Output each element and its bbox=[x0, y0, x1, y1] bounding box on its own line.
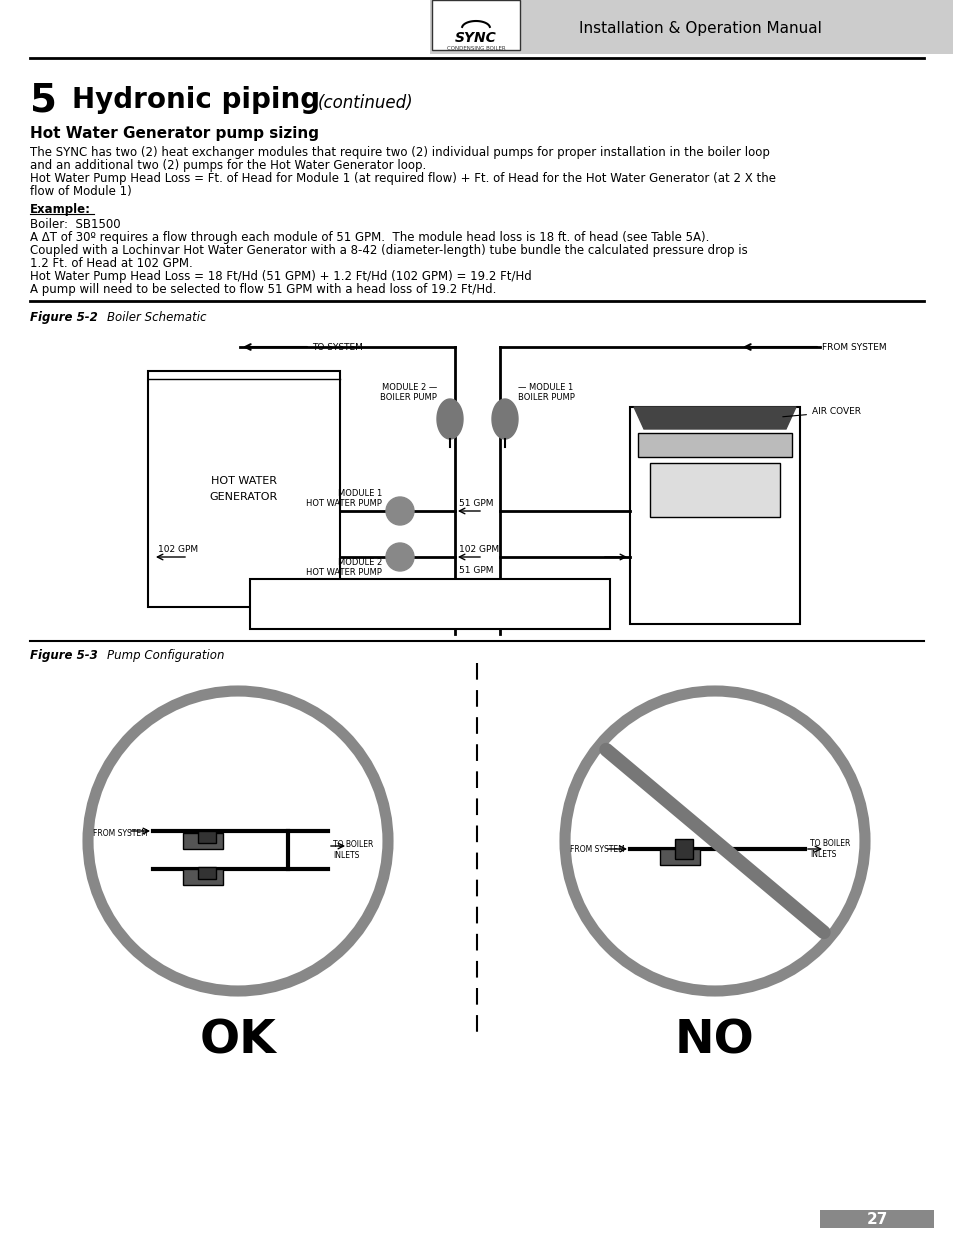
Circle shape bbox=[88, 692, 388, 990]
Text: — MODULE 1
BOILER PUMP: — MODULE 1 BOILER PUMP bbox=[517, 383, 575, 403]
Text: OK: OK bbox=[199, 1019, 276, 1065]
Text: Hot Water Pump Head Loss = Ft. of Head for Module 1 (at required flow) + Ft. of : Hot Water Pump Head Loss = Ft. of Head f… bbox=[30, 172, 775, 185]
Text: Figure 5-3: Figure 5-3 bbox=[30, 650, 97, 662]
Bar bbox=[183, 832, 223, 848]
Bar bbox=[659, 848, 700, 864]
Bar bbox=[629, 408, 800, 624]
Text: 5: 5 bbox=[30, 82, 57, 119]
Text: FROM SYSTEM: FROM SYSTEM bbox=[821, 342, 885, 352]
Polygon shape bbox=[436, 399, 462, 438]
Text: Installation & Operation Manual: Installation & Operation Manual bbox=[578, 21, 821, 36]
Text: MODULE 1
HOT WATER PUMP: MODULE 1 HOT WATER PUMP bbox=[306, 489, 381, 509]
Text: MODULE 2 —
BOILER PUMP: MODULE 2 — BOILER PUMP bbox=[379, 383, 436, 403]
Text: Hydronic piping: Hydronic piping bbox=[71, 86, 320, 114]
Text: GENERATOR: GENERATOR bbox=[210, 492, 278, 501]
Bar bbox=[638, 433, 791, 457]
Text: flow of Module 1): flow of Module 1) bbox=[30, 185, 132, 198]
Text: 102 GPM: 102 GPM bbox=[158, 545, 198, 555]
FancyBboxPatch shape bbox=[432, 0, 519, 49]
Text: The SYNC has two (2) heat exchanger modules that require two (2) individual pump: The SYNC has two (2) heat exchanger modu… bbox=[30, 146, 769, 159]
Text: HOT WATER: HOT WATER bbox=[211, 475, 276, 487]
Bar bbox=[649, 463, 780, 517]
Text: 1.2 Ft. of Head at 102 GPM.: 1.2 Ft. of Head at 102 GPM. bbox=[30, 257, 193, 270]
Circle shape bbox=[386, 543, 414, 571]
Text: Example:: Example: bbox=[30, 203, 91, 216]
Bar bbox=[148, 370, 339, 606]
Text: Hot Water Pump Head Loss = 18 Ft/Hd (51 GPM) + 1.2 Ft/Hd (102 GPM) = 19.2 Ft/Hd: Hot Water Pump Head Loss = 18 Ft/Hd (51 … bbox=[30, 270, 531, 283]
Text: Boiler Schematic: Boiler Schematic bbox=[107, 311, 206, 324]
Polygon shape bbox=[492, 399, 517, 438]
Bar bbox=[820, 1210, 933, 1228]
Text: MODULE 2
HOT WATER PUMP: MODULE 2 HOT WATER PUMP bbox=[306, 557, 381, 577]
Text: Boiler:  SB1500: Boiler: SB1500 bbox=[30, 219, 120, 231]
Text: Figure 5-2: Figure 5-2 bbox=[30, 311, 97, 324]
Text: CONDENSING BOILER: CONDENSING BOILER bbox=[446, 46, 505, 51]
Text: 102 GPM: 102 GPM bbox=[458, 545, 498, 555]
Bar bbox=[250, 579, 609, 629]
Text: AIR COVER: AIR COVER bbox=[782, 408, 861, 416]
Text: 51 GPM: 51 GPM bbox=[458, 566, 493, 576]
Text: and an additional two (2) pumps for the Hot Water Generator loop.: and an additional two (2) pumps for the … bbox=[30, 159, 426, 172]
Text: Hot Water Generator pump sizing: Hot Water Generator pump sizing bbox=[30, 126, 318, 141]
Text: NO: NO bbox=[675, 1019, 754, 1065]
Text: 27: 27 bbox=[865, 1212, 886, 1226]
Text: TO BOILER
INLETS: TO BOILER INLETS bbox=[333, 840, 373, 860]
Text: FROM SYSTEM: FROM SYSTEM bbox=[93, 829, 148, 837]
Bar bbox=[430, 0, 953, 54]
Text: Pump Configuration: Pump Configuration bbox=[107, 650, 224, 662]
Text: A pump will need to be selected to flow 51 GPM with a head loss of 19.2 Ft/Hd.: A pump will need to be selected to flow … bbox=[30, 283, 496, 296]
Text: TO BOILER
INLETS: TO BOILER INLETS bbox=[809, 840, 849, 858]
Text: A ΔT of 30º requires a flow through each module of 51 GPM.  The module head loss: A ΔT of 30º requires a flow through each… bbox=[30, 231, 709, 245]
Bar bbox=[183, 869, 223, 885]
Text: FROM SYSTEM: FROM SYSTEM bbox=[570, 845, 624, 853]
Polygon shape bbox=[634, 408, 795, 429]
Bar bbox=[675, 839, 692, 860]
Circle shape bbox=[564, 692, 864, 990]
Text: TO SYSTEM: TO SYSTEM bbox=[312, 342, 362, 352]
Text: Coupled with a Lochinvar Hot Water Generator with a 8-42 (diameter-length) tube : Coupled with a Lochinvar Hot Water Gener… bbox=[30, 245, 747, 257]
Text: 51 GPM: 51 GPM bbox=[458, 499, 493, 508]
Text: (continued): (continued) bbox=[317, 94, 414, 112]
Bar bbox=[198, 867, 215, 879]
Text: SYNC: SYNC bbox=[455, 31, 497, 44]
Bar bbox=[198, 831, 215, 844]
Circle shape bbox=[386, 496, 414, 525]
